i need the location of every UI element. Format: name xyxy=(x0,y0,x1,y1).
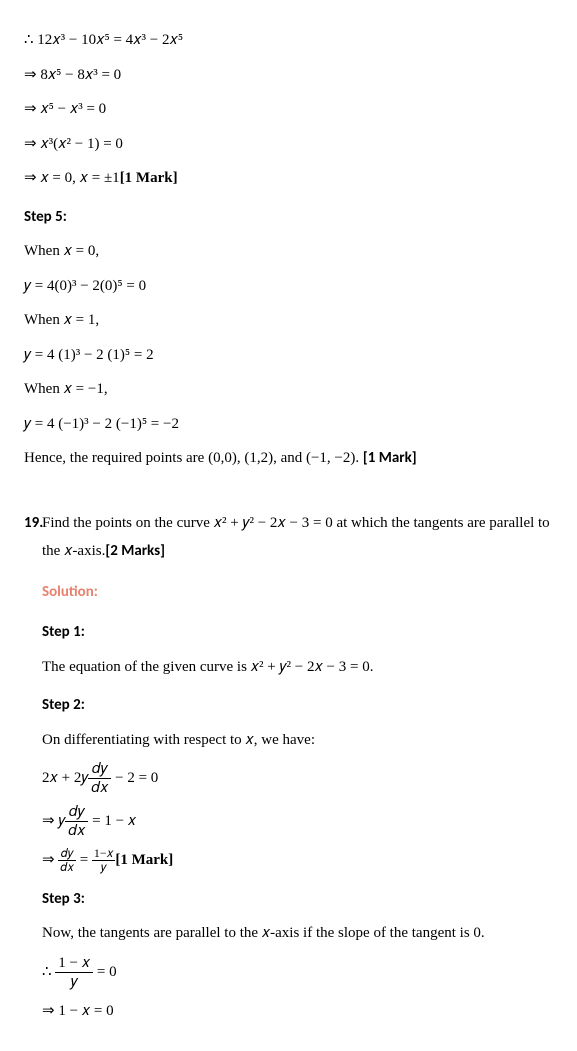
question-19: 19.Find the points on the curve 𝑥² + 𝑦² … xyxy=(24,509,553,1026)
text-line: When 𝑥 = −1, xyxy=(24,375,553,404)
when-text: When 𝑥 = 1, xyxy=(24,312,99,328)
step-heading: Step 5: xyxy=(24,203,553,232)
text-line: When 𝑥 = 0, xyxy=(24,237,553,266)
denominator: 𝑦 xyxy=(55,973,93,991)
fraction: 1 − 𝑥𝑦 xyxy=(55,954,93,991)
text-line: On differentiating with respect to 𝑥, we… xyxy=(42,726,553,755)
eq-line: 2𝑥 + 2𝑦𝑑𝑦𝑑𝑥 − 2 = 0 xyxy=(42,760,553,797)
step3-text: Now, the tangents are parallel to the 𝑥-… xyxy=(42,925,485,941)
eq-line: 𝑦 = 4 (1)³ − 2 (1)⁵ = 2 xyxy=(24,341,553,370)
eq-part: = 1 − 𝑥 xyxy=(88,813,136,829)
fraction: 1−𝑥𝑦 xyxy=(92,847,115,874)
eq-line: ⇒ 𝑦𝑑𝑦𝑑𝑥 = 1 − 𝑥 xyxy=(42,803,553,840)
eq-line: ⇒ 𝑥 = 0, 𝑥 = ±1[1 Mark] xyxy=(24,164,553,193)
mark-label: [1 Mark] xyxy=(120,170,178,186)
fraction: 𝑑𝑦𝑑𝑥 xyxy=(88,760,111,797)
mark-label: [1 Mark] xyxy=(363,449,417,467)
fraction: 𝑑𝑦𝑑𝑥 xyxy=(65,803,88,840)
mark-label: [2 Marks] xyxy=(105,542,165,560)
text-line: The equation of the given curve is 𝑥² + … xyxy=(42,653,553,682)
denominator: 𝑑𝑥 xyxy=(65,822,88,840)
eq-line: ∴ 1 − 𝑥𝑦 = 0 xyxy=(42,954,553,991)
eq-part: = xyxy=(76,852,92,868)
eq-part: ∴ xyxy=(42,963,55,979)
eq-line: 𝑦 = 4 (−1)³ − 2 (−1)⁵ = −2 xyxy=(24,410,553,439)
text-line: When 𝑥 = 1, xyxy=(24,306,553,335)
when-text: When 𝑥 = −1, xyxy=(24,381,108,397)
eq-part: 2𝑥 + 2𝑦 xyxy=(42,770,88,786)
numerator: 𝑑𝑦 xyxy=(65,803,88,822)
eq-part: ⇒ 𝑦 xyxy=(42,813,65,829)
eq-line: 𝑦 = 4(0)³ − 2(0)⁵ = 0 xyxy=(24,272,553,301)
when-text: When 𝑥 = 0, xyxy=(24,243,99,259)
eq-line: ⇒ 𝑑𝑦𝑑𝑥 = 1−𝑥𝑦[1 Mark] xyxy=(42,846,553,875)
numerator: 1−𝑥 xyxy=(92,847,115,861)
eq-part: = 0 xyxy=(93,963,116,979)
eq-line: ⇒ 1 − 𝑥 = 0 xyxy=(42,997,553,1026)
eq-line: ∴ 12𝑥³ − 10𝑥⁵ = 4𝑥³ − 2𝑥⁵ xyxy=(24,26,553,55)
step-heading: Step 2: xyxy=(42,691,553,720)
step-heading: Step 1: xyxy=(42,618,553,647)
eq-text: ⇒ 𝑥 = 0, 𝑥 = ±1 xyxy=(24,170,120,186)
eq-line: ⇒ 8𝑥⁵ − 8𝑥³ = 0 xyxy=(24,61,553,90)
denominator: 𝑦 xyxy=(92,861,115,874)
eq-line: ⇒ 𝑥³(𝑥² − 1) = 0 xyxy=(24,130,553,159)
eq-part: ⇒ xyxy=(42,852,58,868)
mark-label: [1 Mark] xyxy=(115,852,173,868)
text-line: Now, the tangents are parallel to the 𝑥-… xyxy=(42,919,553,948)
conclusion-line: Hence, the required points are (0,0), (1… xyxy=(24,444,553,473)
denominator: 𝑑𝑥 xyxy=(58,861,76,874)
step-heading: Step 3: xyxy=(42,885,553,914)
question-number: 19. xyxy=(24,509,42,538)
denominator: 𝑑𝑥 xyxy=(88,779,111,797)
numerator: 1 − 𝑥 xyxy=(55,954,93,973)
step2-text: On differentiating with respect to 𝑥, we… xyxy=(42,732,315,748)
conclusion-text: Hence, the required points are (0,0), (1… xyxy=(24,450,363,466)
numerator: 𝑑𝑦 xyxy=(58,847,76,861)
step1-text: The equation of the given curve is 𝑥² + … xyxy=(42,659,373,675)
solution-heading: Solution: xyxy=(42,578,553,607)
eq-line: ⇒ 𝑥⁵ − 𝑥³ = 0 xyxy=(24,95,553,124)
question-text: 19.Find the points on the curve 𝑥² + 𝑦² … xyxy=(42,509,553,566)
numerator: 𝑑𝑦 xyxy=(88,760,111,779)
eq-part: − 2 = 0 xyxy=(111,770,158,786)
fraction: 𝑑𝑦𝑑𝑥 xyxy=(58,847,76,874)
